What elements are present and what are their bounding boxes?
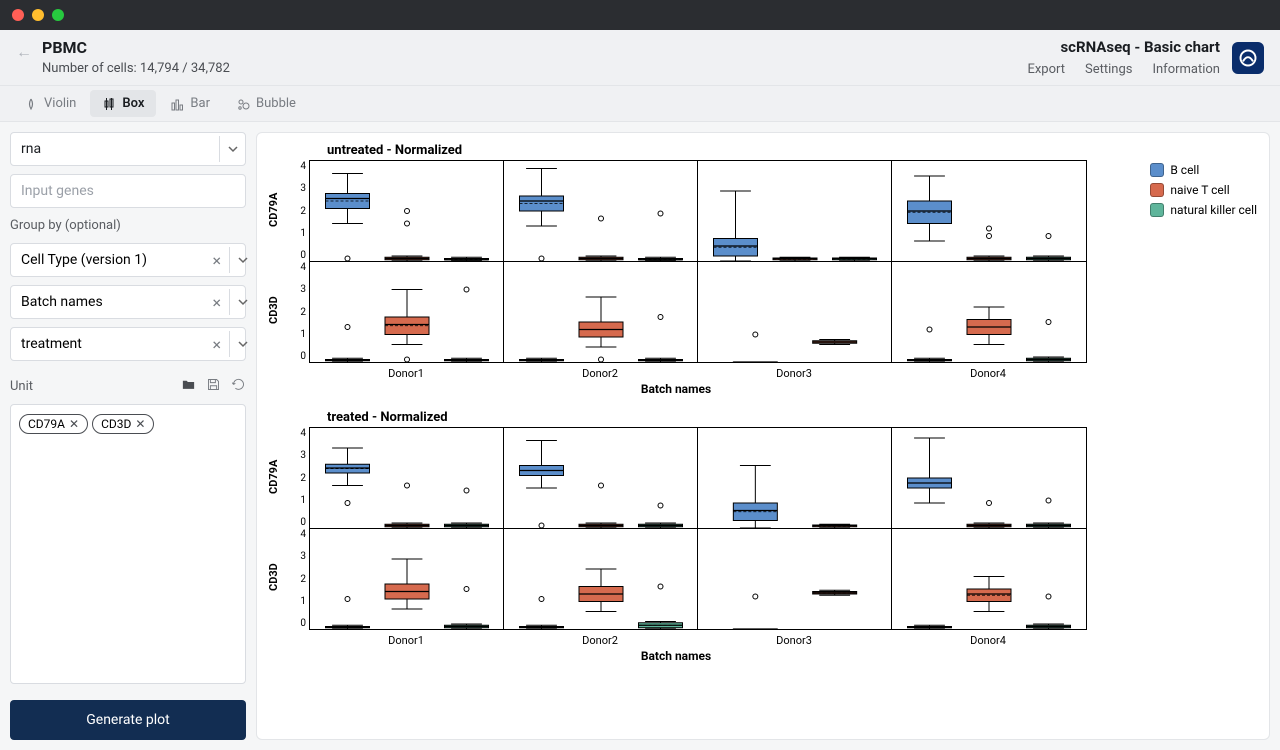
violin-icon — [24, 97, 38, 111]
clear-icon[interactable]: × — [204, 335, 229, 354]
boxplot-panel — [892, 262, 1086, 362]
boxplot-panel — [504, 161, 698, 261]
donor-label: Donor4 — [891, 363, 1085, 380]
box-icon — [102, 97, 116, 111]
legend-item: natural killer cell — [1150, 203, 1257, 217]
gene-input-wrap — [10, 174, 246, 208]
boxplot-panel — [892, 428, 1086, 528]
folder-icon[interactable] — [181, 377, 196, 396]
group-select-2[interactable]: treatment× — [10, 327, 246, 361]
header-links: Export Settings Information — [1027, 62, 1220, 77]
boxplot-panel — [504, 529, 698, 629]
chart-title: treated - Normalized — [327, 410, 1259, 425]
reset-icon[interactable] — [231, 377, 246, 396]
group-value: Cell Type (version 1) — [11, 244, 204, 276]
boxplot-panel — [698, 262, 892, 362]
x-axis-title: Batch names — [267, 649, 1085, 663]
close-icon[interactable]: ✕ — [135, 417, 145, 431]
chevron-down-icon[interactable] — [229, 331, 255, 357]
group-value: treatment — [11, 328, 204, 360]
data-source-value: rna — [21, 141, 41, 157]
boxplot-panel — [892, 529, 1086, 629]
boxplot-panel — [698, 428, 892, 528]
generate-plot-button[interactable]: Generate plot — [10, 700, 246, 740]
legend-swatch — [1150, 163, 1164, 177]
boxplot-panel: 01234 — [310, 161, 504, 261]
cell-count: Number of cells: 14,794 / 34,782 — [42, 61, 230, 76]
tab-bar[interactable]: Bar — [158, 90, 222, 117]
gene-chips-box: CD79A✕CD3D✕ — [10, 404, 246, 684]
traffic-min[interactable] — [32, 9, 44, 21]
chevron-down-icon[interactable] — [229, 247, 255, 273]
donor-label: Donor2 — [503, 630, 697, 647]
clear-icon[interactable]: × — [204, 293, 229, 312]
chart-type-toolbar: ViolinBoxBarBubble — [0, 86, 1280, 122]
page-title: PBMC — [42, 38, 230, 57]
header: ← PBMC Number of cells: 14,794 / 34,782 … — [0, 30, 1280, 86]
group-select-1[interactable]: Batch names× — [10, 285, 246, 319]
boxplot-panel: 01234 — [310, 428, 504, 528]
chevron-down-icon[interactable] — [229, 289, 255, 315]
group-select-0[interactable]: Cell Type (version 1)× — [10, 243, 246, 277]
boxplot-panel: 01234 — [310, 262, 504, 362]
legend: B cell naive T cell natural killer cell — [1150, 163, 1257, 223]
window-titlebar — [0, 0, 1280, 30]
chart-title: untreated - Normalized — [327, 143, 1259, 158]
donor-label: Donor2 — [503, 363, 697, 380]
donor-label: Donor1 — [309, 363, 503, 380]
traffic-close[interactable] — [12, 9, 24, 21]
boxplot-panel — [698, 161, 892, 261]
boxplot-panel: 01234 — [310, 529, 504, 629]
donor-label: Donor3 — [697, 630, 891, 647]
legend-swatch — [1150, 203, 1164, 217]
close-icon[interactable]: ✕ — [69, 417, 79, 431]
gene-label: CD79A — [267, 427, 285, 527]
sidebar: rna Group by (optional) Cell Type (versi… — [0, 122, 256, 750]
legend-swatch — [1150, 183, 1164, 197]
x-axis-title: Batch names — [267, 382, 1085, 396]
link-information[interactable]: Information — [1152, 62, 1220, 77]
boxplot-panel — [892, 161, 1086, 261]
donor-label: Donor3 — [697, 363, 891, 380]
chevron-down-icon[interactable] — [219, 136, 245, 162]
traffic-max[interactable] — [52, 9, 64, 21]
gene-label: CD3D — [267, 260, 285, 360]
boxplot-panel — [698, 529, 892, 629]
gene-label: CD79A — [267, 160, 285, 260]
app-logo-icon[interactable] — [1232, 42, 1264, 74]
donor-label: Donor1 — [309, 630, 503, 647]
chart-area: B cell naive T cell natural killer cell un… — [256, 132, 1270, 740]
gene-chip[interactable]: CD3D✕ — [92, 414, 154, 434]
clear-icon[interactable]: × — [204, 251, 229, 270]
gene-input[interactable] — [21, 183, 235, 199]
tab-box[interactable]: Box — [90, 90, 156, 117]
back-arrow-icon[interactable]: ← — [16, 38, 32, 62]
gene-label: CD3D — [267, 527, 285, 627]
bar-icon — [170, 97, 184, 111]
boxplot-panel — [504, 262, 698, 362]
tab-violin[interactable]: Violin — [12, 90, 88, 117]
unit-label: Unit — [10, 379, 33, 394]
link-settings[interactable]: Settings — [1085, 62, 1132, 77]
save-icon[interactable] — [206, 377, 221, 396]
legend-item: naive T cell — [1150, 183, 1257, 197]
data-source-select[interactable]: rna — [10, 132, 246, 166]
bubble-icon — [236, 97, 250, 111]
tab-bubble[interactable]: Bubble — [224, 90, 308, 117]
group-value: Batch names — [11, 286, 204, 318]
legend-item: B cell — [1150, 163, 1257, 177]
group-by-label: Group by (optional) — [10, 216, 246, 235]
donor-label: Donor4 — [891, 630, 1085, 647]
boxplot-panel — [504, 428, 698, 528]
gene-chip[interactable]: CD79A✕ — [19, 414, 88, 434]
app-title: scRNAseq - Basic chart — [1027, 38, 1220, 56]
link-export[interactable]: Export — [1027, 62, 1065, 77]
